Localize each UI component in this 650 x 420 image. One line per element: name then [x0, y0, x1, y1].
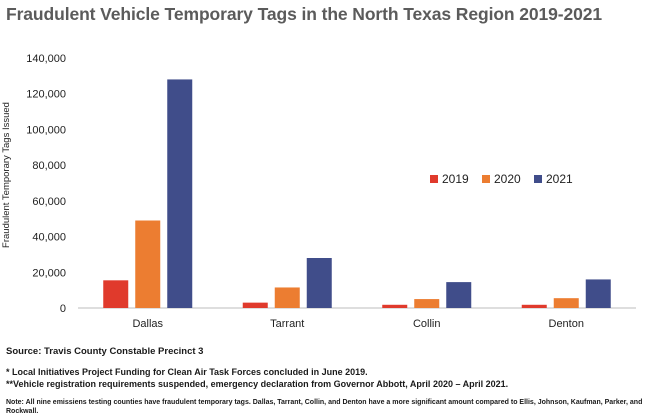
- bar-tarrant-2019: [242, 302, 268, 308]
- x-tick-label: Tarrant: [270, 318, 304, 330]
- bar-collin-2019: [382, 304, 408, 308]
- footnote-2: **Vehicle registration requirements susp…: [6, 379, 509, 389]
- y-tick-label: 80,000: [32, 160, 66, 172]
- bar-denton-2021: [585, 279, 611, 308]
- bar-dallas-2020: [135, 220, 161, 308]
- x-tick-label: Dallas: [132, 318, 163, 330]
- legend-swatch-2019: [430, 175, 438, 183]
- bar-dallas-2021: [167, 79, 193, 308]
- x-axis-tick-labels: Dallas Tarrant Collin Denton: [132, 318, 584, 330]
- y-tick-label: 60,000: [32, 196, 66, 208]
- bar-collin-2021: [446, 282, 472, 308]
- y-axis-tick-labels: 0 20,000 40,000 60,000 80,000 100,000 120,000 1…: [26, 53, 66, 315]
- chart-title: Fraudulent Vehicle Temporary Tags in the…: [6, 4, 603, 24]
- bar-denton-2020: [553, 298, 579, 308]
- legend: 2019 2020 2021: [430, 172, 573, 186]
- x-tick-label: Denton: [549, 318, 584, 330]
- legend-swatch-2020: [482, 175, 490, 183]
- y-tick-label: 120,000: [26, 89, 66, 101]
- bar-dallas-2019: [103, 280, 129, 308]
- legend-swatch-2021: [534, 175, 542, 183]
- x-tick-label: Collin: [413, 318, 441, 330]
- bar-tarrant-2020: [274, 287, 300, 308]
- legend-label-2019: 2019: [442, 172, 469, 186]
- bars: [103, 79, 611, 308]
- y-tick-label: 100,000: [26, 124, 66, 136]
- bar-denton-2019: [521, 304, 547, 308]
- legend-label-2020: 2020: [494, 172, 521, 186]
- source-note: Source: Travis County Constable Precinct…: [6, 346, 204, 357]
- bar-chart: 0 20,000 40,000 60,000 80,000 100,000 120,000 1…: [1, 53, 636, 330]
- y-tick-label: 140,000: [26, 53, 66, 65]
- footnote-3: Note: All nine emissiens testing countie…: [6, 399, 643, 415]
- y-tick-label: 40,000: [32, 232, 66, 244]
- legend-label-2021: 2021: [546, 172, 573, 186]
- y-axis-label: Fraudulent Temporary Tags Issued: [1, 102, 12, 248]
- y-tick-label: 0: [60, 303, 66, 315]
- bar-tarrant-2021: [306, 258, 332, 308]
- bar-collin-2020: [414, 299, 440, 308]
- footnote-1: * Local Initiatives Project Funding for …: [6, 367, 368, 377]
- y-tick-label: 20,000: [32, 267, 66, 279]
